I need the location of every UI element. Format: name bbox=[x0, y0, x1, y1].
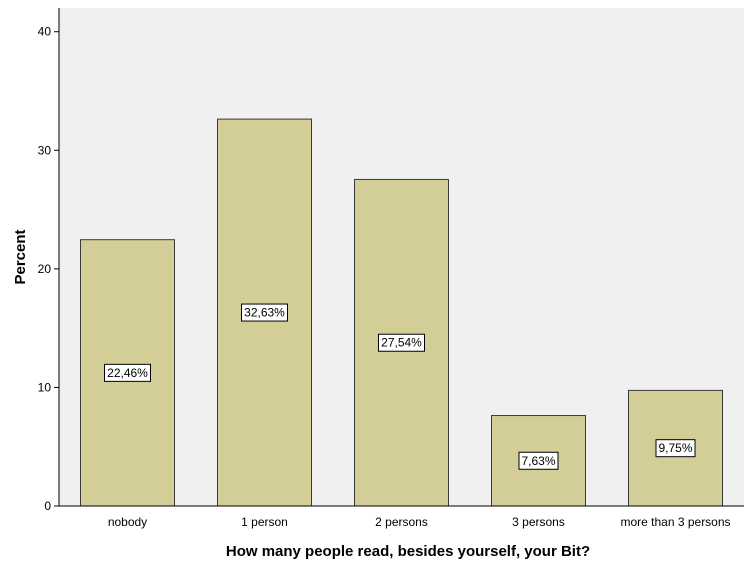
y-tick-label-2: 10 bbox=[38, 380, 52, 394]
x-tick-label-2: 1 person bbox=[241, 515, 288, 529]
data-labels-group: 22,46% 32,63% 27,54% 7,63% 9,75% bbox=[104, 303, 696, 470]
data-label-box-3 bbox=[378, 333, 425, 352]
data-label-3: 27,54% bbox=[381, 336, 422, 350]
data-label-box-4 bbox=[518, 451, 559, 470]
data-label-box-2 bbox=[241, 303, 288, 322]
data-label-4: 7,63% bbox=[521, 454, 555, 468]
x-axis: nobody 1 person 2 persons 3 persons more tha… bbox=[59, 505, 744, 529]
data-label-1: 22,46% bbox=[107, 366, 148, 380]
x-tick-label-4: 3 persons bbox=[512, 515, 565, 529]
y-tick-label-1: 0 bbox=[44, 499, 51, 513]
data-label-5: 9,75% bbox=[658, 441, 692, 455]
data-label-2: 32,63% bbox=[244, 306, 285, 320]
y-axis: 0 10 20 30 40 bbox=[38, 8, 60, 513]
x-tick-label-5: more than 3 persons bbox=[620, 515, 730, 529]
y-tick-label-5: 40 bbox=[38, 25, 52, 39]
data-label-box-1 bbox=[104, 363, 151, 382]
data-label-box-5 bbox=[655, 439, 696, 458]
x-tick-label-3: 2 persons bbox=[375, 515, 428, 529]
x-tick-label-1: nobody bbox=[108, 515, 147, 529]
y-tick-label-4: 30 bbox=[38, 143, 52, 157]
y-axis-title: Percent bbox=[12, 229, 29, 284]
y-tick-label-3: 20 bbox=[38, 262, 52, 276]
x-axis-title: How many people read, besides yourself, … bbox=[226, 543, 590, 560]
